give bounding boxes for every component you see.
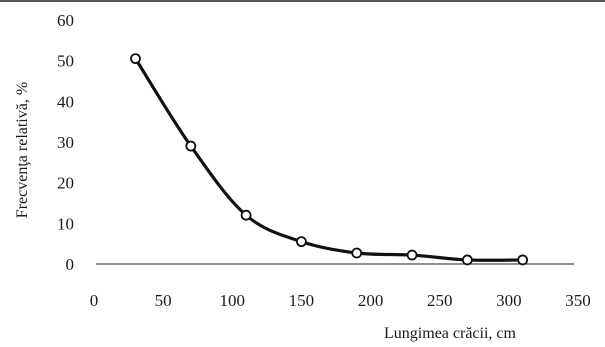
y-tick-label: 60 xyxy=(57,11,74,30)
y-tick-label: 30 xyxy=(57,133,74,152)
data-point xyxy=(240,209,252,221)
x-tick-label: 350 xyxy=(565,291,591,310)
y-tick-label: 10 xyxy=(57,214,74,233)
x-tick-label: 250 xyxy=(427,291,453,310)
y-axis-ticks: 0 10 20 30 40 50 60 xyxy=(57,11,74,274)
x-tick-label: 300 xyxy=(496,291,522,310)
x-tick-label: 0 xyxy=(90,291,99,310)
data-point xyxy=(185,140,197,152)
data-point xyxy=(406,249,418,261)
x-axis-title: Lungimea crăcii, cm xyxy=(384,325,516,342)
data-point xyxy=(130,53,141,65)
x-tick-label: 100 xyxy=(220,291,246,310)
points-layer xyxy=(130,53,529,266)
y-tick-label: 0 xyxy=(66,255,75,274)
x-tick-label: 200 xyxy=(358,291,384,310)
x-tick-label: 150 xyxy=(289,291,315,310)
data-point xyxy=(351,247,363,259)
x-axis-ticks: 0 50 100 150 200 250 300 350 xyxy=(90,291,591,310)
y-tick-label: 40 xyxy=(57,92,74,111)
data-point xyxy=(461,254,473,266)
series-layer xyxy=(133,57,525,262)
x-tick-label: 50 xyxy=(155,291,172,310)
data-point xyxy=(517,254,529,266)
data-point xyxy=(296,236,307,248)
y-tick-label: 50 xyxy=(57,52,74,71)
y-axis-title: Frecvenţa relativă, % xyxy=(14,82,31,218)
series-line xyxy=(133,57,525,262)
y-tick-label: 20 xyxy=(57,174,74,193)
